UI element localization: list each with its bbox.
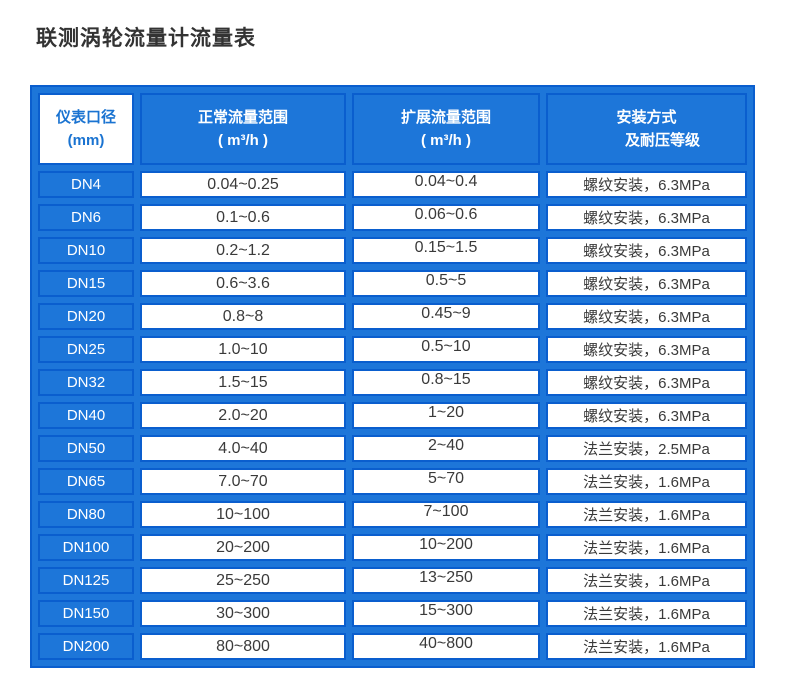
header-extended-range-line2: ( m³/h ) — [421, 132, 471, 149]
cell-diameter: DN25 — [38, 336, 134, 363]
cell-extended-range: 7~100 — [352, 501, 540, 528]
table-row: DN6 0.1~0.6 0.06~0.6 螺纹安装，6.3MPa — [38, 204, 747, 231]
cell-installation: 法兰安装，1.6MPa — [546, 633, 747, 660]
table-row: DN40 2.0~20 1~20 螺纹安装，6.3MPa — [38, 402, 747, 429]
cell-extended-range: 0.45~9 — [352, 303, 540, 330]
cell-installation: 法兰安装，1.6MPa — [546, 468, 747, 495]
cell-extended-range: 0.5~5 — [352, 270, 540, 297]
cell-normal-range: 0.04~0.25 — [140, 171, 346, 198]
cell-diameter: DN100 — [38, 534, 134, 561]
cell-installation: 法兰安装，2.5MPa — [546, 435, 747, 462]
header-diameter: 仪表口径 (mm) — [38, 93, 134, 165]
cell-normal-range: 25~250 — [140, 567, 346, 594]
cell-normal-range: 7.0~70 — [140, 468, 346, 495]
header-normal-range-line1: 正常流量范围 — [197, 109, 288, 126]
cell-installation: 螺纹安装，6.3MPa — [546, 303, 747, 330]
table-body: DN4 0.04~0.25 0.04~0.4 螺纹安装，6.3MPa DN6 0… — [38, 171, 747, 660]
cell-normal-range: 0.6~3.6 — [140, 270, 346, 297]
table-row: DN125 25~250 13~250 法兰安装，1.6MPa — [38, 567, 747, 594]
table-row: DN65 7.0~70 5~70 法兰安装，1.6MPa — [38, 468, 747, 495]
cell-diameter: DN32 — [38, 369, 134, 396]
table-row: DN50 4.0~40 2~40 法兰安装，2.5MPa — [38, 435, 747, 462]
cell-normal-range: 80~800 — [140, 633, 346, 660]
cell-normal-range: 20~200 — [140, 534, 346, 561]
header-normal-range-line2: ( m³/h ) — [218, 132, 268, 149]
cell-extended-range: 0.04~0.4 — [352, 171, 540, 198]
cell-normal-range: 0.8~8 — [140, 303, 346, 330]
cell-diameter: DN80 — [38, 501, 134, 528]
cell-extended-range: 10~200 — [352, 534, 540, 561]
header-installation-line2: 及耐压等级 — [624, 132, 700, 149]
cell-extended-range: 0.06~0.6 — [352, 204, 540, 231]
cell-diameter: DN4 — [38, 171, 134, 198]
cell-installation: 螺纹安装，6.3MPa — [546, 237, 747, 264]
header-extended-range-line1: 扩展流量范围 — [400, 109, 491, 126]
header-installation: 安装方式 及耐压等级 — [546, 93, 747, 165]
cell-diameter: DN20 — [38, 303, 134, 330]
cell-installation: 法兰安装，1.6MPa — [546, 600, 747, 627]
cell-diameter: DN65 — [38, 468, 134, 495]
cell-diameter: DN50 — [38, 435, 134, 462]
cell-diameter: DN125 — [38, 567, 134, 594]
cell-normal-range: 1.0~10 — [140, 336, 346, 363]
cell-normal-range: 0.2~1.2 — [140, 237, 346, 264]
table-row: DN25 1.0~10 0.5~10 螺纹安装，6.3MPa — [38, 336, 747, 363]
cell-installation: 螺纹安装，6.3MPa — [546, 270, 747, 297]
cell-installation: 螺纹安装，6.3MPa — [546, 204, 747, 231]
cell-installation: 法兰安装，1.6MPa — [546, 501, 747, 528]
table-row: DN100 20~200 10~200 法兰安装，1.6MPa — [38, 534, 747, 561]
cell-extended-range: 40~800 — [352, 633, 540, 660]
table-row: DN32 1.5~15 0.8~15 螺纹安装，6.3MPa — [38, 369, 747, 396]
cell-diameter: DN15 — [38, 270, 134, 297]
cell-installation: 螺纹安装，6.3MPa — [546, 369, 747, 396]
cell-diameter: DN10 — [38, 237, 134, 264]
table-row: DN20 0.8~8 0.45~9 螺纹安装，6.3MPa — [38, 303, 747, 330]
header-row: 仪表口径 (mm) 正常流量范围 ( m³/h ) 扩展流量范围 ( m³/h … — [38, 93, 747, 165]
cell-extended-range: 15~300 — [352, 600, 540, 627]
cell-extended-range: 0.8~15 — [352, 369, 540, 396]
table-row: DN15 0.6~3.6 0.5~5 螺纹安装，6.3MPa — [38, 270, 747, 297]
page-title: 联测涡轮流量计流量表 — [36, 27, 256, 50]
cell-extended-range: 0.5~10 — [352, 336, 540, 363]
cell-extended-range: 1~20 — [352, 402, 540, 429]
table-row: DN10 0.2~1.2 0.15~1.5 螺纹安装，6.3MPa — [38, 237, 747, 264]
cell-installation: 螺纹安装，6.3MPa — [546, 171, 747, 198]
cell-extended-range: 0.15~1.5 — [352, 237, 540, 264]
cell-diameter: DN40 — [38, 402, 134, 429]
header-installation-line1: 安装方式 — [616, 109, 677, 126]
table-row: DN4 0.04~0.25 0.04~0.4 螺纹安装，6.3MPa — [38, 171, 747, 198]
cell-normal-range: 0.1~0.6 — [140, 204, 346, 231]
cell-extended-range: 13~250 — [352, 567, 540, 594]
cell-normal-range: 2.0~20 — [140, 402, 346, 429]
cell-installation: 法兰安装，1.6MPa — [546, 567, 747, 594]
cell-diameter: DN200 — [38, 633, 134, 660]
header-normal-range: 正常流量范围 ( m³/h ) — [140, 93, 346, 165]
cell-installation: 螺纹安装，6.3MPa — [546, 402, 747, 429]
cell-normal-range: 30~300 — [140, 600, 346, 627]
header-diameter-line2: (mm) — [67, 132, 105, 149]
cell-extended-range: 2~40 — [352, 435, 540, 462]
cell-diameter: DN6 — [38, 204, 134, 231]
header-extended-range: 扩展流量范围 ( m³/h ) — [352, 93, 540, 165]
cell-installation: 法兰安装，1.6MPa — [546, 534, 747, 561]
cell-diameter: DN150 — [38, 600, 134, 627]
cell-normal-range: 10~100 — [140, 501, 346, 528]
cell-normal-range: 4.0~40 — [140, 435, 346, 462]
table-row: DN150 30~300 15~300 法兰安装，1.6MPa — [38, 600, 747, 627]
cell-normal-range: 1.5~15 — [140, 369, 346, 396]
header-diameter-line1: 仪表口径 — [55, 109, 116, 126]
table-row: DN80 10~100 7~100 法兰安装，1.6MPa — [38, 501, 747, 528]
cell-extended-range: 5~70 — [352, 468, 540, 495]
cell-installation: 螺纹安装，6.3MPa — [546, 336, 747, 363]
flow-rate-table: 仪表口径 (mm) 正常流量范围 ( m³/h ) 扩展流量范围 ( m³/h … — [30, 85, 755, 668]
table-row: DN200 80~800 40~800 法兰安装，1.6MPa — [38, 633, 747, 660]
